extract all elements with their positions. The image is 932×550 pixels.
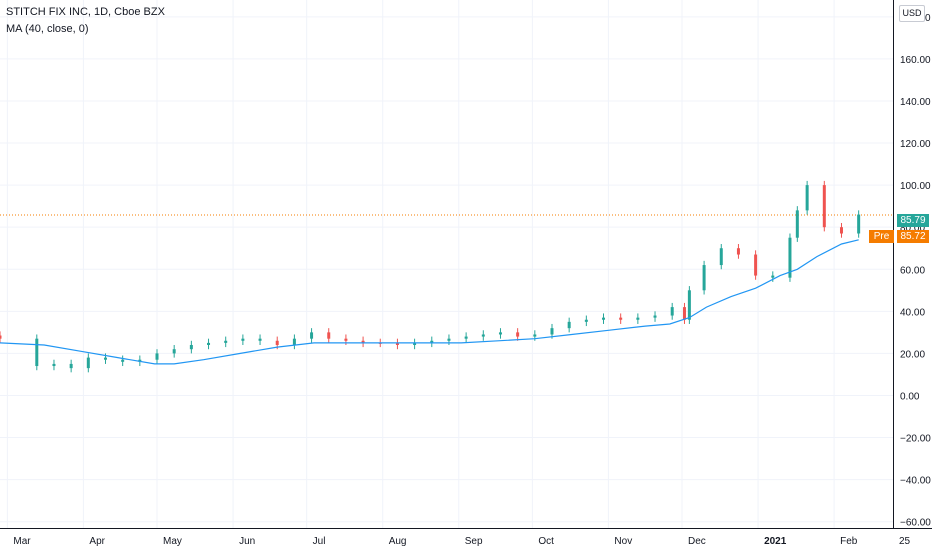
x-tick-label: May <box>163 536 182 547</box>
candle-body <box>533 334 537 337</box>
candle-body <box>602 317 606 320</box>
candle-body <box>839 227 843 234</box>
candle-body <box>719 248 723 266</box>
x-tick-label: Apr <box>89 536 105 547</box>
candle-body <box>344 338 348 341</box>
candle-body <box>189 344 193 350</box>
x-tick-label: Feb <box>840 536 858 547</box>
candle-body <box>241 338 245 341</box>
premarket-price-label: 85.72 <box>897 230 929 243</box>
candle-body <box>481 334 485 337</box>
candle-body <box>86 357 90 369</box>
candle-body <box>550 328 554 335</box>
x-tick-label: 2021 <box>764 536 787 547</box>
candle-body <box>207 342 211 345</box>
candle-body <box>310 332 314 339</box>
y-tick-label: 40.00 <box>900 307 925 318</box>
candle-body <box>430 340 434 343</box>
candle-body <box>275 340 279 345</box>
last-price-label: 85.79 <box>897 214 929 227</box>
candle-body <box>413 342 417 345</box>
candle-body <box>292 338 296 345</box>
y-tick-label: −60.00 <box>900 518 931 529</box>
candle-body <box>682 307 686 320</box>
y-tick-label: −40.00 <box>900 476 931 487</box>
premarket-tag: Pre <box>869 230 894 243</box>
candle-body <box>172 349 176 354</box>
x-tick-label: Sep <box>465 536 483 547</box>
x-tick-label: Oct <box>538 536 554 547</box>
y-tick-label: 120.00 <box>900 139 931 150</box>
candle-body <box>0 335 2 339</box>
x-tick-label: Dec <box>688 536 706 547</box>
candle-body <box>736 248 740 255</box>
y-tick-label: 100.00 <box>900 181 931 192</box>
candle-body <box>636 317 640 320</box>
y-tick-label: 80.00 <box>900 223 925 234</box>
candle-body <box>771 275 775 278</box>
candle-body <box>155 353 159 360</box>
candle-body <box>822 185 826 228</box>
x-tick-label: Jun <box>239 536 255 547</box>
y-tick-label: 140.00 <box>900 97 931 108</box>
candle-body <box>670 307 674 316</box>
x-tick-label: Mar <box>13 536 31 547</box>
currency-button[interactable]: USD <box>899 5 925 22</box>
candle-body <box>121 359 125 362</box>
candle-body <box>805 185 809 211</box>
candle-body <box>224 340 228 343</box>
candle-body <box>103 357 107 360</box>
candle-body <box>52 363 56 367</box>
candle-body <box>327 332 331 339</box>
candle-body <box>857 214 861 234</box>
candle-body <box>584 319 588 322</box>
x-tick-label: 25 <box>899 536 911 547</box>
candle-body <box>788 237 792 278</box>
y-tick-label: 20.00 <box>900 349 925 360</box>
y-tick-label: −20.00 <box>900 434 931 445</box>
y-tick-label: 60.00 <box>900 265 925 276</box>
candle-body <box>754 254 758 276</box>
symbol-legend[interactable]: STITCH FIX INC, 1D, Cboe BZX <box>6 6 165 18</box>
candle-body <box>35 338 39 367</box>
candle-body <box>447 338 451 341</box>
candle-body <box>258 338 262 341</box>
candle-body <box>687 290 691 320</box>
candle-body <box>69 363 73 369</box>
y-tick-label: 160.00 <box>900 55 931 66</box>
x-tick-label: Aug <box>389 536 407 547</box>
candle-body <box>653 315 657 318</box>
candle-body <box>702 265 706 291</box>
x-tick-label: Nov <box>614 536 632 547</box>
moving-average-line <box>0 239 859 365</box>
candle-body <box>795 210 799 238</box>
candle-body <box>516 332 520 337</box>
candle-body <box>361 340 365 343</box>
indicator-legend[interactable]: MA (40, close, 0) <box>6 23 89 35</box>
y-tick-label: 0.00 <box>900 391 920 402</box>
candle-body <box>395 342 399 345</box>
candle-body <box>619 317 623 320</box>
x-tick-label: Jul <box>313 536 326 547</box>
candle-body <box>464 336 468 339</box>
candle-body <box>498 332 502 335</box>
candle-body <box>567 321 571 329</box>
